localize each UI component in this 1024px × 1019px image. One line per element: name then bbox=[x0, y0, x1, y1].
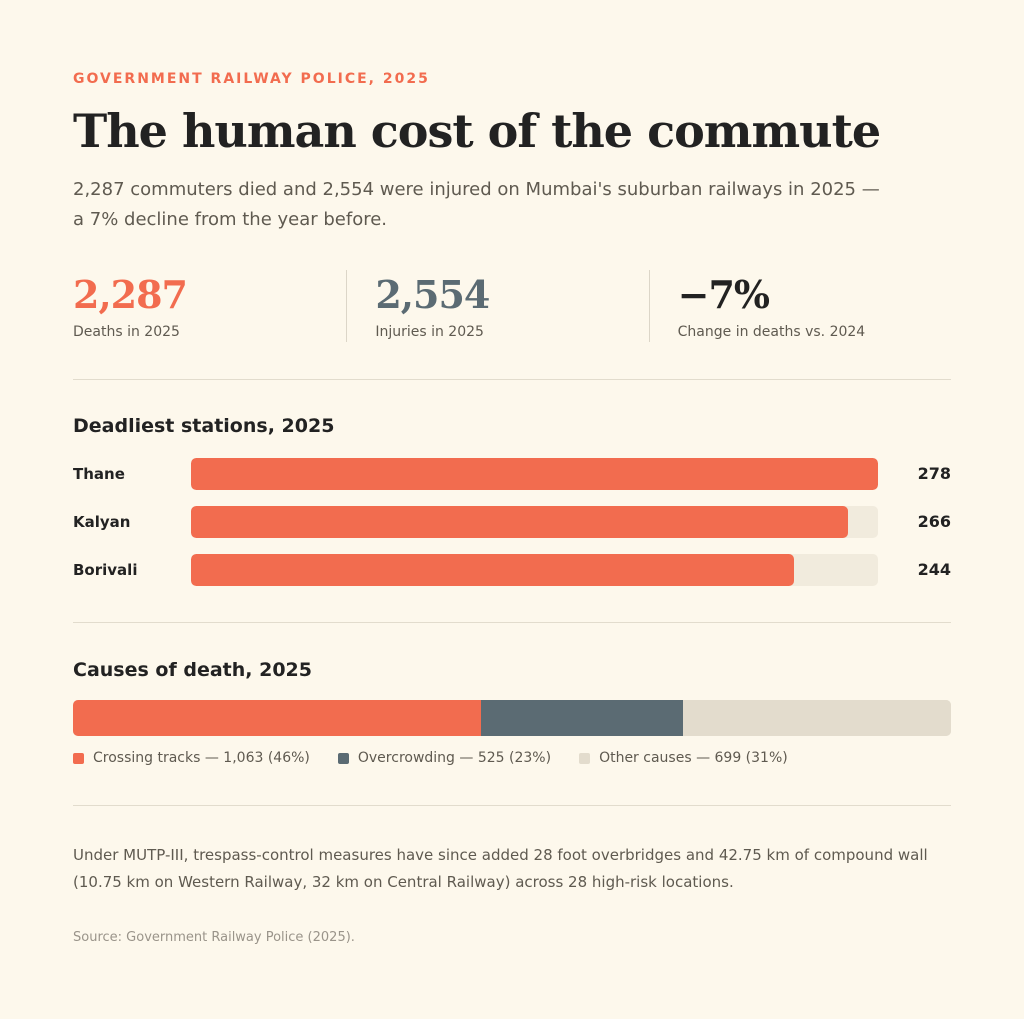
stat-value: 2,287 bbox=[73, 272, 188, 317]
bar bbox=[191, 506, 849, 538]
bar bbox=[191, 554, 794, 586]
legend-label: Overcrowding — 525 (23%) bbox=[357, 750, 552, 766]
footnote: Under MUTP-III, trespass-control measure… bbox=[73, 846, 928, 891]
bar-row: Kalyan 266 bbox=[73, 506, 951, 538]
causes-legend: Crossing tracks — 1,063 (46%) Overcrowdin… bbox=[73, 750, 816, 766]
bar-row: Thane 278 bbox=[73, 458, 951, 490]
stat-value: −7% bbox=[677, 272, 770, 317]
legend-item: Other causes — 699 (31%) bbox=[579, 750, 788, 766]
stats-row: 2,287 Deaths in 2025 2,554 Injuries in 2… bbox=[73, 270, 951, 342]
stations-chart-title: Deadliest stations, 2025 bbox=[73, 415, 335, 437]
stat-change: −7% Change in deaths vs. 2024 bbox=[648, 270, 951, 342]
bar-label: Kalyan bbox=[73, 513, 131, 531]
bar-track bbox=[191, 506, 878, 538]
stack-segment bbox=[481, 700, 683, 736]
legend-swatch bbox=[73, 752, 84, 764]
stack-segment bbox=[73, 700, 482, 736]
stat-label: Injuries in 2025 bbox=[375, 324, 484, 340]
legend-item: Overcrowding — 525 (23%) bbox=[337, 750, 552, 766]
bar-label: Borivali bbox=[73, 561, 138, 579]
causes-stacked-bar bbox=[73, 700, 951, 736]
stat-label: Deaths in 2025 bbox=[73, 324, 180, 340]
bar-value-label: 278 bbox=[917, 464, 951, 483]
legend-item: Crossing tracks — 1,063 (46%) bbox=[73, 750, 310, 766]
stack-segment bbox=[682, 700, 951, 736]
stat-injuries: 2,554 Injuries in 2025 bbox=[346, 270, 648, 342]
stat-deaths: 2,287 Deaths in 2025 bbox=[73, 270, 346, 342]
bar-value-label: 244 bbox=[917, 560, 951, 579]
bar-value-label: 266 bbox=[917, 512, 951, 531]
causes-chart-title: Causes of death, 2025 bbox=[73, 659, 312, 681]
legend-swatch bbox=[337, 752, 349, 764]
legend-swatch bbox=[579, 752, 591, 764]
bar-row: Borivali 244 bbox=[73, 554, 951, 586]
legend-label: Other causes — 699 (31%) bbox=[599, 750, 788, 766]
divider bbox=[73, 805, 951, 806]
page-title: The human cost of the commute bbox=[73, 104, 881, 158]
stat-value: 2,554 bbox=[375, 272, 490, 317]
source-note: Source: Government Railway Police (2025)… bbox=[73, 930, 355, 945]
legend-label: Crossing tracks — 1,063 (46%) bbox=[93, 750, 310, 766]
divider bbox=[73, 622, 951, 623]
bar-track bbox=[191, 458, 878, 490]
divider bbox=[73, 379, 951, 380]
kicker: GOVERNMENT RAILWAY POLICE, 2025 bbox=[73, 71, 430, 87]
subtitle: 2,287 commuters died and 2,554 were inju… bbox=[73, 179, 880, 230]
bar bbox=[191, 458, 878, 490]
bar-label: Thane bbox=[73, 465, 125, 483]
bar-track bbox=[191, 554, 878, 586]
stat-label: Change in deaths vs. 2024 bbox=[677, 324, 866, 340]
